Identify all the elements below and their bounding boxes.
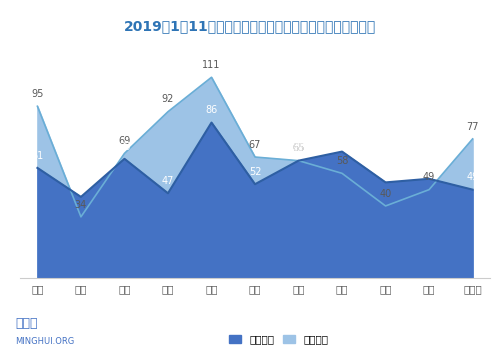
Text: 明慧網: 明慧網 [15,317,38,330]
Text: 40: 40 [380,189,392,199]
Text: 2019年1～11月大陸法輪功學員遭庭審、判刑迫害人數統計: 2019年1～11月大陸法輪功學員遭庭審、判刑迫害人數統計 [124,20,376,34]
Text: 65: 65 [292,144,304,154]
Text: 49: 49 [423,172,435,182]
Text: 77: 77 [466,122,479,132]
Text: 47: 47 [162,176,174,186]
Legend: 非法判刑, 非法庭審: 非法判刑, 非法庭審 [224,330,332,349]
Text: 58: 58 [336,156,348,166]
Text: 67: 67 [249,140,261,150]
Text: 95: 95 [31,89,44,99]
Text: 53: 53 [380,165,392,175]
Text: 86: 86 [206,105,218,115]
Text: 69: 69 [118,136,130,146]
Text: MINGHUI.ORG: MINGHUI.ORG [15,337,74,346]
Text: 34: 34 [75,200,87,210]
Text: 92: 92 [162,95,174,105]
Text: 65: 65 [292,144,304,154]
Text: 61: 61 [32,151,44,161]
Text: 49: 49 [466,172,478,182]
Text: 52: 52 [249,167,261,177]
Text: 45: 45 [74,180,87,190]
Text: 55: 55 [423,161,436,171]
Text: 66: 66 [118,142,130,152]
Text: 111: 111 [202,60,220,70]
Text: 70: 70 [336,134,348,144]
